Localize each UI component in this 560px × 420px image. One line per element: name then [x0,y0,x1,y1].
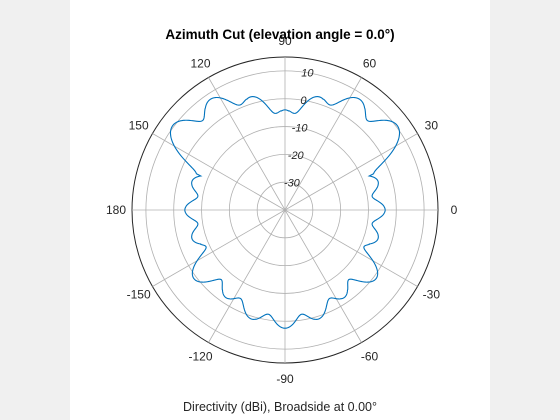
angle-tick-label: 180 [106,203,126,217]
data-traces [169,96,401,329]
grid-spoke [152,209,286,287]
angle-tick-label: -90 [276,372,294,386]
angle-tick-label: 30 [425,119,439,133]
angle-tick-label: -150 [127,288,151,302]
grid-spoke [284,209,362,343]
angle-tick-label: 120 [190,57,210,71]
angle-tick-label: -30 [423,288,441,302]
grid-spoke [284,77,362,211]
polar-grid [131,56,439,364]
angle-tick-label: -60 [361,349,379,363]
directivity-trace [169,96,401,329]
angle-tick-label: 60 [363,57,377,71]
grid-spoke [208,209,286,343]
chart-title: Azimuth Cut (elevation angle = 0.0°) [165,27,394,42]
radial-tick-label: -10 [292,122,309,134]
radial-tick-label: 0 [300,95,307,107]
radial-tick-labels: -30 -20 -10 0 10 [284,67,314,189]
angle-tick-label: 0 [451,203,458,217]
radial-tick-label: -20 [288,150,305,162]
angle-tick-label: -120 [188,349,212,363]
grid-spoke [208,77,286,211]
radial-tick-label: -30 [284,177,301,189]
angle-tick-label: 150 [129,119,149,133]
grid-spoke [284,209,418,287]
angle-tick-label: 90 [278,34,292,48]
angle-tick-labels: 0 30 60 90 120 150 180 -150 -120 -90 -60 -30 [106,34,458,386]
chart-subtitle: Directivity (dBi), Broadside at 0.00° [183,400,377,414]
radial-tick-label: 10 [301,67,314,79]
